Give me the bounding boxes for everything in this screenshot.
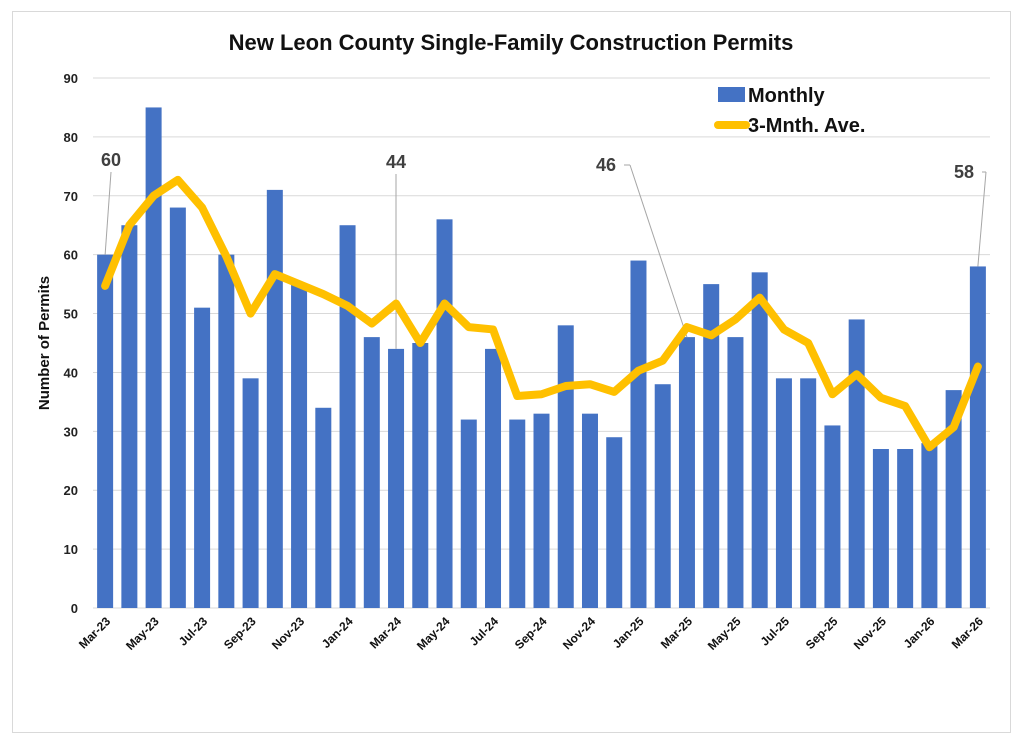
bar [800,378,817,608]
bar [169,207,186,609]
callout-label: 60 [101,150,121,170]
callout-label: 46 [596,155,616,175]
y-tick-label: 30 [64,424,78,439]
bar [460,419,477,608]
bar [945,390,962,608]
y-tick-label: 90 [64,71,78,86]
data-callouts: 60 44 46 58 [101,150,987,349]
x-tick-label: Sep-25 [803,614,841,652]
x-tick-label: Jan-26 [901,614,938,651]
y-tick-label: 0 [71,601,78,616]
x-tick-label: Jan-25 [610,614,647,651]
x-tick-label: Jul-23 [176,614,211,649]
x-tick-label: Mar-26 [949,614,986,651]
bar [751,272,768,608]
x-tick-label: Mar-24 [367,614,404,651]
bar [363,337,380,608]
x-tick-label: Jan-24 [319,614,356,651]
x-tick-label: Mar-25 [658,614,695,651]
bar [291,284,308,608]
legend-label-monthly: Monthly [748,85,826,107]
callout-label: 44 [386,152,406,172]
bar [145,107,162,608]
bar [557,325,574,608]
bar [727,337,744,608]
bar [315,407,332,608]
bar [824,425,841,608]
bar [388,348,405,608]
bar [630,260,647,608]
bar [848,319,865,608]
x-axis-ticks: Mar-23 May-23 Jul-23 Sep-23 Nov-23 Jan-24 Mar-… [76,614,986,653]
legend-swatch-monthly [718,87,745,102]
bar [412,343,429,608]
y-tick-label: 40 [64,365,78,380]
bar [339,225,356,608]
chart-title: New Leon County Single-Family Constructi… [229,30,794,55]
x-tick-label: Nov-24 [560,614,598,652]
x-tick-label: Jul-25 [758,614,793,649]
bar [872,449,889,608]
y-tick-label: 10 [64,542,78,557]
line-series-3mnth-ave [101,175,982,452]
bar [121,225,138,608]
y-tick-label: 20 [64,483,78,498]
x-tick-label: Nov-23 [269,614,307,652]
bar [678,337,695,608]
bar [969,266,986,608]
x-tick-label: Sep-24 [512,614,550,652]
bar [218,254,235,608]
bar [654,384,671,608]
bar [266,189,283,608]
bar [533,413,550,608]
bar-series-monthly [97,107,986,609]
callout-label: 58 [954,162,974,182]
x-tick-label: Mar-23 [76,614,113,651]
bar [509,419,526,608]
bar [581,413,598,608]
y-tick-label: 80 [64,130,78,145]
bar [703,284,720,608]
x-tick-label: Nov-25 [851,614,889,652]
y-tick-label: 60 [64,248,78,263]
bar [921,443,938,608]
bar [775,378,792,608]
callout-leader [104,171,112,255]
x-tick-label: May-23 [123,614,162,653]
callout-leader [977,171,987,267]
bar [436,219,453,609]
callout-leader [629,164,688,338]
y-axis-ticks: 0 10 20 30 40 50 60 70 80 90 [64,71,78,616]
legend: Monthly 3-Mnth. Ave. [714,85,865,137]
bar [897,449,914,608]
bar [242,378,259,608]
bar [194,307,211,608]
x-tick-label: Sep-23 [221,614,259,652]
legend-label-3mnth-ave: 3-Mnth. Ave. [748,115,865,137]
x-tick-label: Jul-24 [467,614,502,649]
bar [485,348,502,608]
gridlines [93,77,990,609]
x-tick-label: May-25 [705,614,744,653]
x-tick-label: May-24 [414,614,453,653]
bar [606,437,623,608]
y-tick-label: 70 [64,189,78,204]
y-axis-label: Number of Permits [36,276,53,410]
bar [97,254,114,608]
y-tick-label: 50 [64,307,78,322]
